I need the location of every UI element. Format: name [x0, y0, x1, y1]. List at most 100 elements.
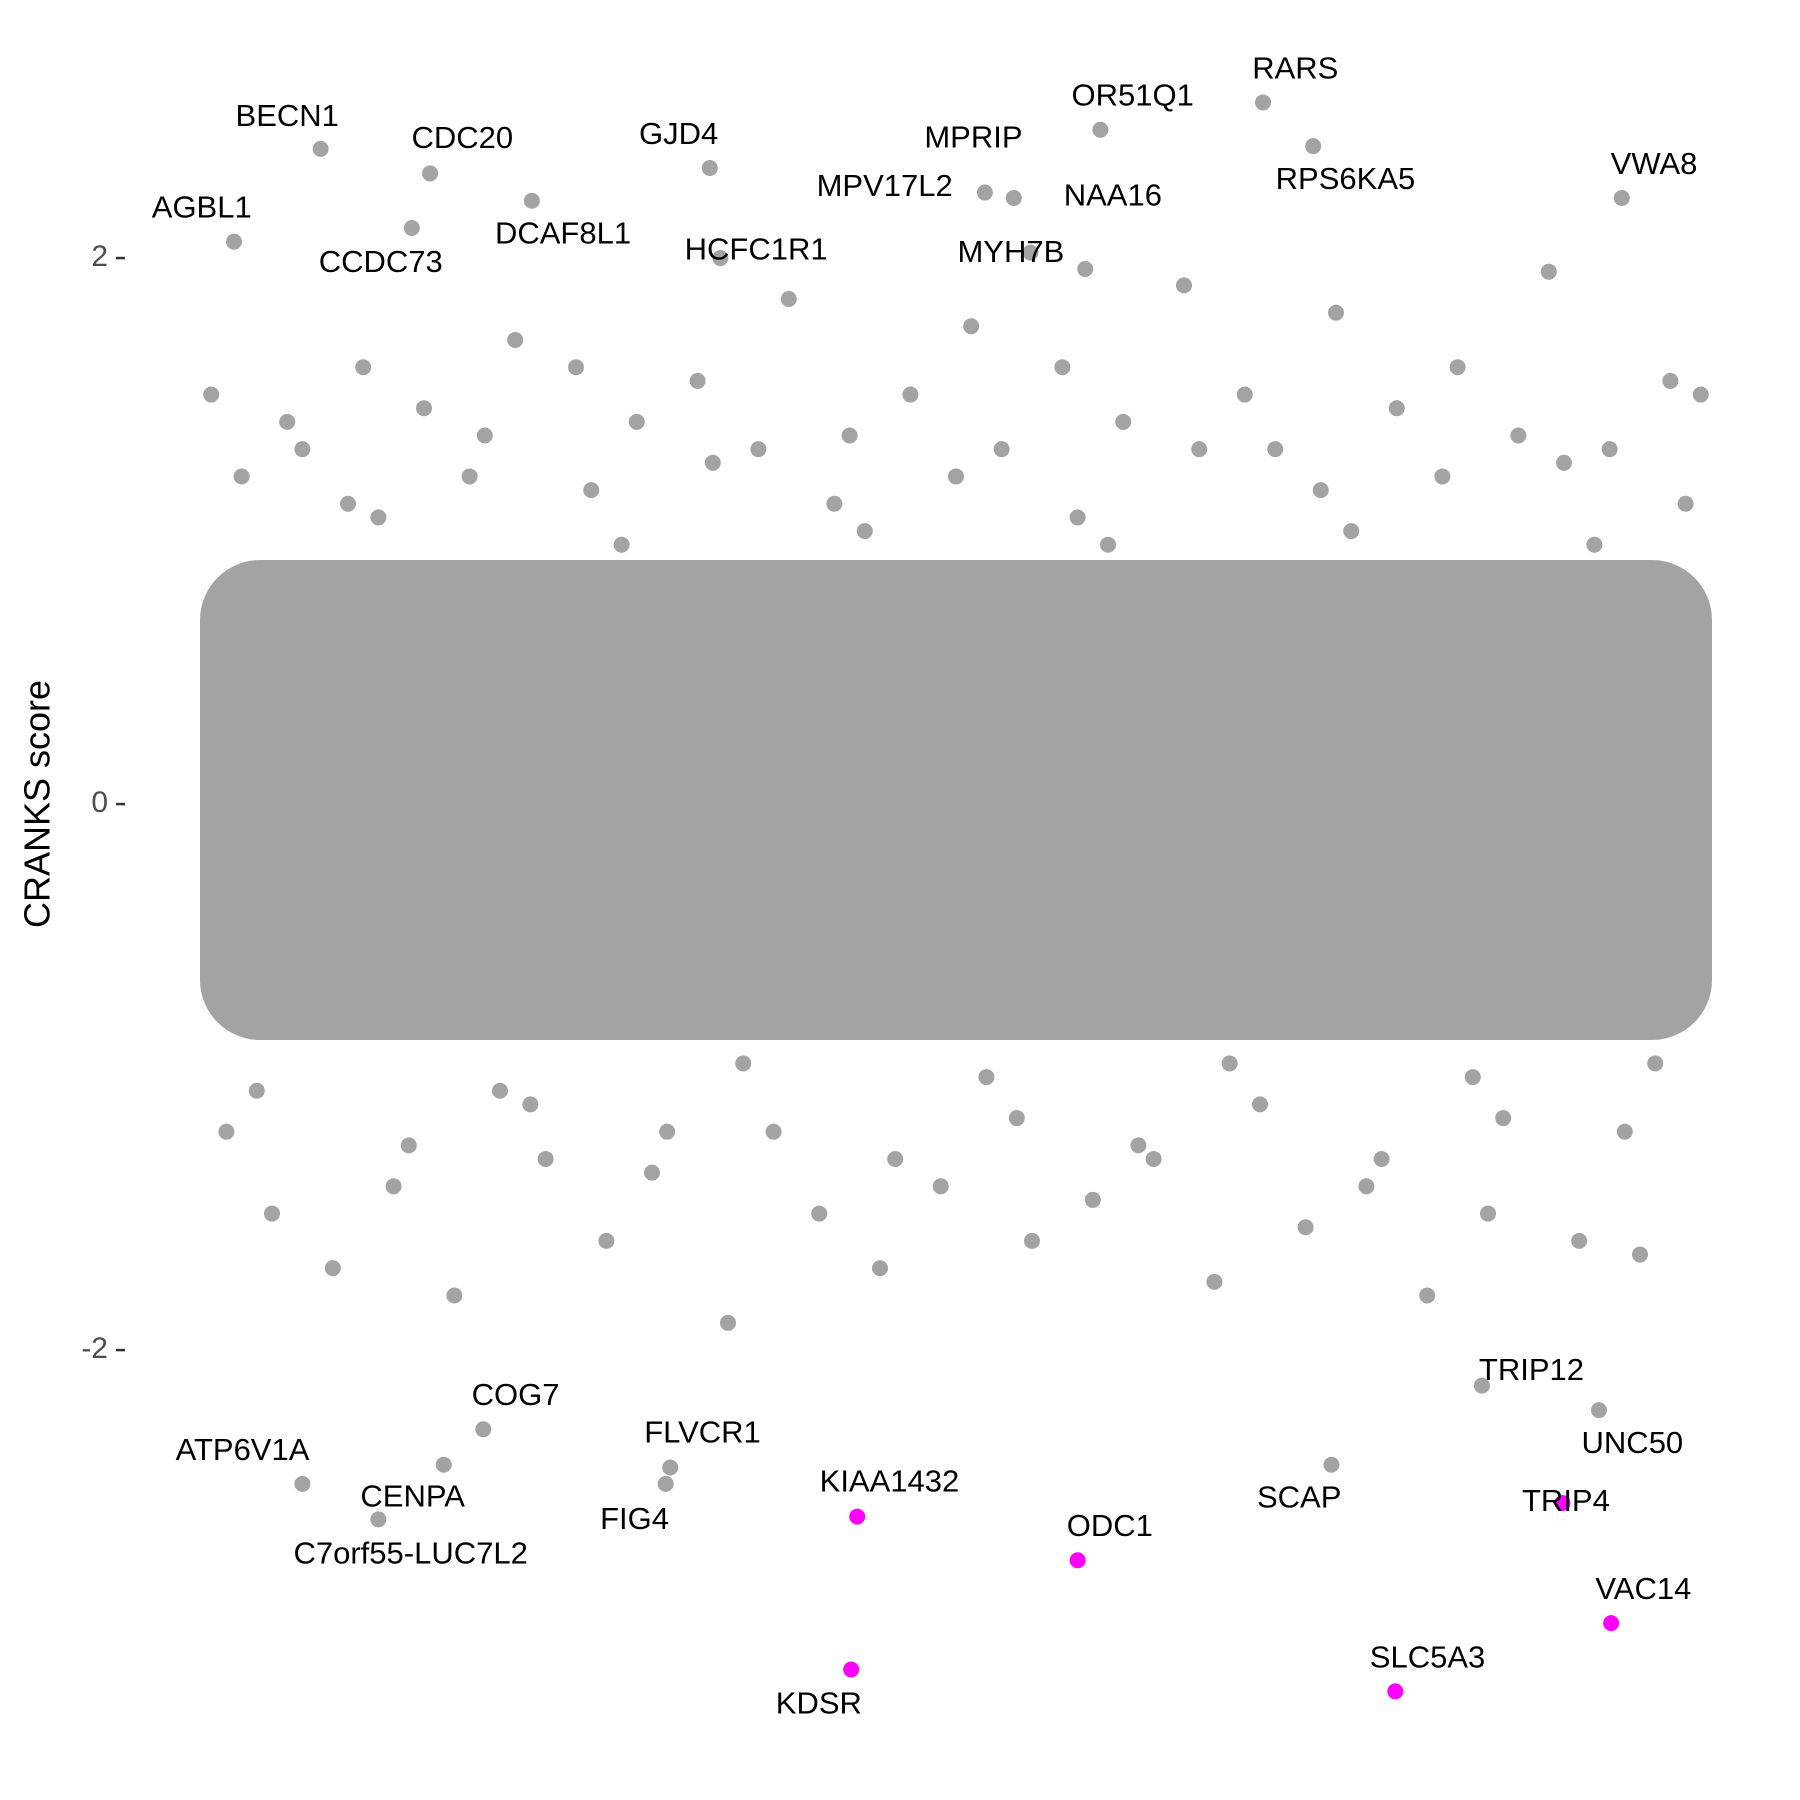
point [720, 1314, 736, 1331]
point [385, 1178, 402, 1195]
point-label: CCDC73 [319, 244, 443, 279]
point [1495, 1110, 1512, 1127]
point [279, 413, 296, 430]
point [1373, 1150, 1390, 1167]
point [1662, 372, 1679, 389]
point [1510, 427, 1527, 444]
labeled-point [1022, 244, 1039, 261]
point [1297, 1219, 1314, 1236]
point [1145, 1150, 1162, 1167]
point [416, 400, 432, 417]
point [1267, 441, 1284, 458]
point [1677, 495, 1694, 512]
point-label: SLC5A3 [1370, 1639, 1485, 1674]
labeled-point [1092, 121, 1109, 138]
point [948, 468, 964, 485]
point-label: HCFC1R1 [685, 231, 828, 266]
labeled-point [849, 1508, 866, 1525]
point [1176, 277, 1192, 294]
point [1434, 468, 1451, 485]
point [1100, 536, 1116, 553]
point [613, 536, 630, 553]
labeled-point [1473, 1377, 1490, 1394]
point [492, 1082, 508, 1099]
labeled-point [1554, 1494, 1571, 1511]
point [233, 468, 250, 485]
point [1692, 386, 1709, 403]
point [1556, 454, 1572, 471]
point [461, 468, 478, 485]
point [1632, 1246, 1648, 1263]
point [1191, 441, 1208, 458]
labeled-point [1603, 1615, 1620, 1632]
point-label: TRIP4 [1522, 1483, 1610, 1518]
labeled-point [403, 220, 420, 237]
point [1464, 1069, 1481, 1086]
point [203, 386, 220, 403]
point [765, 1123, 782, 1140]
point [218, 1123, 235, 1140]
point-label: FLVCR1 [644, 1414, 761, 1449]
point-label: ODC1 [1067, 1508, 1153, 1543]
point [826, 495, 843, 512]
point [324, 1260, 341, 1277]
labeled-point [1077, 260, 1094, 277]
point-label: C7orf55-LUC7L2 [293, 1535, 527, 1570]
point [856, 523, 873, 540]
point [537, 1150, 554, 1167]
point-label: RARS [1252, 50, 1338, 85]
point [1449, 359, 1466, 376]
labeled-point [312, 140, 329, 157]
point [1601, 441, 1618, 458]
point [1540, 263, 1557, 280]
labeled-point [294, 1475, 311, 1492]
point [1647, 1055, 1664, 1072]
point [400, 1137, 417, 1154]
point [1008, 1110, 1025, 1127]
point [1358, 1178, 1375, 1195]
point [355, 359, 372, 376]
point [932, 1178, 949, 1195]
point-label: DCAF8L1 [495, 215, 631, 250]
point-cloud [200, 560, 1712, 1040]
point [1252, 1096, 1268, 1113]
point [446, 1287, 463, 1304]
y-tick-label: 2 [91, 240, 108, 273]
point [887, 1150, 904, 1167]
labeled-point [523, 192, 540, 209]
point [1084, 1191, 1101, 1208]
labeled-point [1069, 1552, 1086, 1569]
labeled-point [1323, 1456, 1340, 1473]
point [248, 1082, 265, 1099]
point-label: KIAA1432 [820, 1463, 960, 1498]
labeled-point [422, 165, 439, 182]
point [993, 441, 1010, 458]
point-label: OR51Q1 [1071, 78, 1193, 113]
point-label: MPV17L2 [817, 168, 953, 203]
point [370, 509, 387, 526]
point [476, 427, 493, 444]
point [1069, 509, 1086, 526]
point [1419, 1287, 1436, 1304]
point [1586, 536, 1603, 553]
point-label: NAA16 [1064, 178, 1162, 213]
point-label: FIG4 [600, 1501, 669, 1536]
point-label: ATP6V1A [176, 1432, 310, 1467]
point-label: VWA8 [1611, 146, 1698, 181]
point [1571, 1232, 1588, 1249]
labeled-point [1590, 1402, 1607, 1419]
point-label: TRIP12 [1479, 1352, 1584, 1387]
point [1343, 523, 1360, 540]
labeled-point [712, 250, 729, 267]
point [1130, 1137, 1147, 1154]
labeled-point [1387, 1683, 1404, 1700]
labeled-point [843, 1661, 860, 1678]
point [598, 1232, 615, 1249]
point-label: MPRIP [924, 119, 1022, 154]
point-label: GJD4 [639, 116, 718, 151]
point [1480, 1205, 1496, 1222]
point [978, 1069, 995, 1086]
labeled-point [662, 1459, 679, 1476]
